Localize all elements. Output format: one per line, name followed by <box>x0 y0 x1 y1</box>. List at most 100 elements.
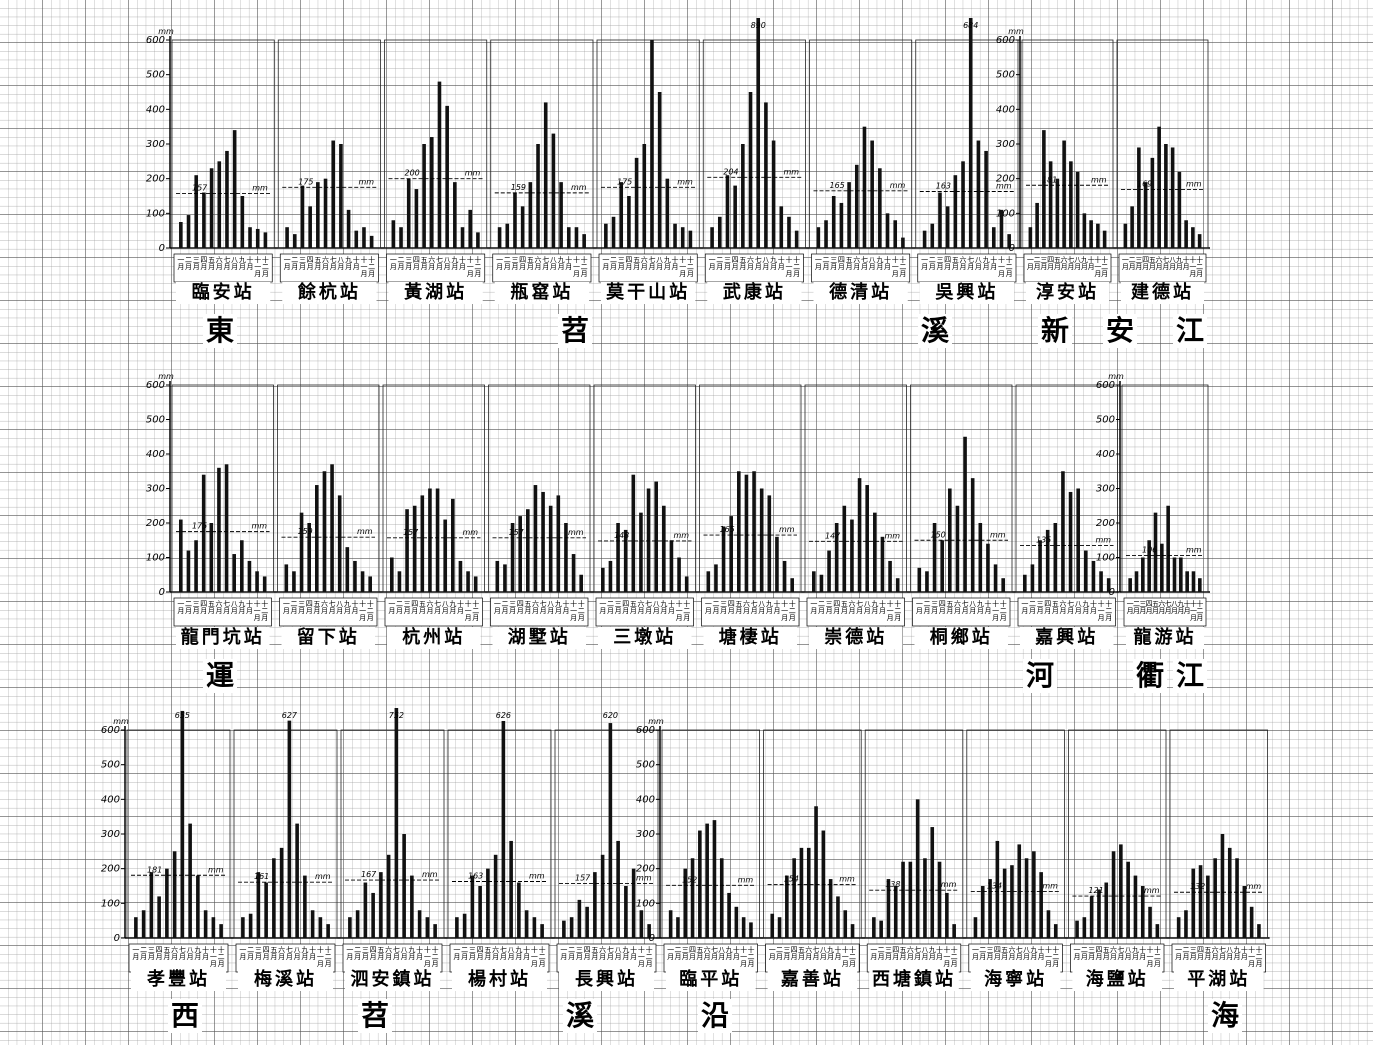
bar <box>582 234 586 248</box>
bar <box>986 543 990 592</box>
station-frame <box>384 39 488 249</box>
region-bg <box>918 314 952 348</box>
month-label: 九月 <box>554 599 562 615</box>
bar <box>1197 234 1202 248</box>
bar <box>247 560 252 592</box>
month-label: 八月 <box>656 256 664 271</box>
month-label: 一月 <box>496 256 504 271</box>
region-bg <box>558 314 592 348</box>
month-label: 六月 <box>637 599 645 615</box>
station-frame <box>1021 39 1114 249</box>
station-frame <box>171 39 275 249</box>
month-label: 四月 <box>1047 256 1055 271</box>
month-label: 八月 <box>1226 946 1234 961</box>
month-label: 八月 <box>441 600 449 615</box>
month-label: 八月 <box>336 600 344 615</box>
bar <box>878 168 882 248</box>
bar <box>369 235 374 248</box>
bar <box>141 910 146 938</box>
bar <box>712 820 717 938</box>
month-label: 九月 <box>1080 255 1088 271</box>
month-label: 二月 <box>1080 946 1088 961</box>
month-label: 十月 <box>1240 945 1248 961</box>
mean-unit: mm <box>252 522 268 531</box>
month-label: 二月 <box>712 600 720 615</box>
month-label: 八月 <box>549 256 557 271</box>
month-label: 一月 <box>177 256 185 271</box>
mean-unit: mm <box>571 183 587 192</box>
mean-unit: mm <box>465 169 481 178</box>
month-label: 六月 <box>703 945 711 961</box>
month-label: 八月 <box>819 946 827 961</box>
bar <box>970 478 975 592</box>
month-label: 六月 <box>1060 255 1068 271</box>
month-label: 七月 <box>967 255 975 271</box>
month-label: 四月 <box>625 256 633 271</box>
y-tick-label: 100 <box>996 208 1015 219</box>
month-label: 七月 <box>812 945 820 961</box>
bar <box>1082 917 1087 938</box>
bar <box>355 910 360 938</box>
bar <box>923 858 927 938</box>
bar <box>744 474 749 592</box>
month-label: 四月 <box>790 946 798 961</box>
month-label: 三月 <box>192 600 200 615</box>
name-bg <box>452 969 547 991</box>
station-name: 孝豐站 <box>146 968 210 990</box>
region-label: 西 <box>171 999 199 1032</box>
month-label: 十月 <box>245 599 253 615</box>
bar <box>577 899 582 938</box>
month-label: 四月 <box>262 946 270 961</box>
y-tick-label: 200 <box>996 174 1015 185</box>
month-label: 四月 <box>200 256 208 271</box>
region-label: 溪 <box>921 314 950 347</box>
bar <box>1045 529 1050 592</box>
bar <box>764 102 768 249</box>
bar <box>445 105 449 248</box>
station-frame <box>593 384 696 593</box>
bar <box>455 917 459 938</box>
month-label: 四月 <box>727 600 735 615</box>
bar <box>363 882 368 938</box>
month-label: 七月 <box>329 255 337 271</box>
bar <box>473 576 478 592</box>
y-tick-label: 100 <box>1096 553 1115 564</box>
bar <box>451 498 455 592</box>
bar <box>705 823 709 938</box>
month-label: 二月 <box>185 256 193 271</box>
bar <box>1068 491 1073 592</box>
y-tick-label: 500 <box>101 760 120 771</box>
bar <box>1053 924 1058 938</box>
month-label: 三月 <box>825 600 833 615</box>
bar <box>839 202 844 248</box>
y-tick-label: 400 <box>101 794 120 805</box>
bar <box>225 150 229 248</box>
bar <box>422 144 426 248</box>
mean-label: 159 <box>511 183 526 192</box>
month-label: 十一月 <box>886 599 894 622</box>
month-box <box>235 943 336 973</box>
month-label: 七月 <box>223 599 231 615</box>
bar <box>248 227 252 248</box>
bar <box>1048 161 1053 248</box>
month-label: 二月 <box>140 946 148 961</box>
month-label: 九月 <box>1175 255 1183 271</box>
bar <box>532 917 537 938</box>
y-tick-label: 100 <box>636 898 655 909</box>
y-tick-label: 100 <box>146 553 165 564</box>
y-tick-label: 200 <box>636 864 655 875</box>
region-bg <box>168 999 202 1033</box>
y-tick-label: 200 <box>146 518 165 529</box>
bar <box>842 505 847 592</box>
month-box <box>866 943 962 973</box>
station-frame <box>488 384 591 593</box>
mean-unit: mm <box>839 875 855 884</box>
name-bg <box>1072 969 1162 991</box>
bar <box>470 875 475 938</box>
bar <box>662 505 666 592</box>
month-box <box>1023 253 1112 283</box>
station-name: 留下站 <box>297 626 360 648</box>
bar <box>1191 571 1196 592</box>
station-frame <box>804 384 907 593</box>
month-label: 十一月 <box>423 945 431 968</box>
